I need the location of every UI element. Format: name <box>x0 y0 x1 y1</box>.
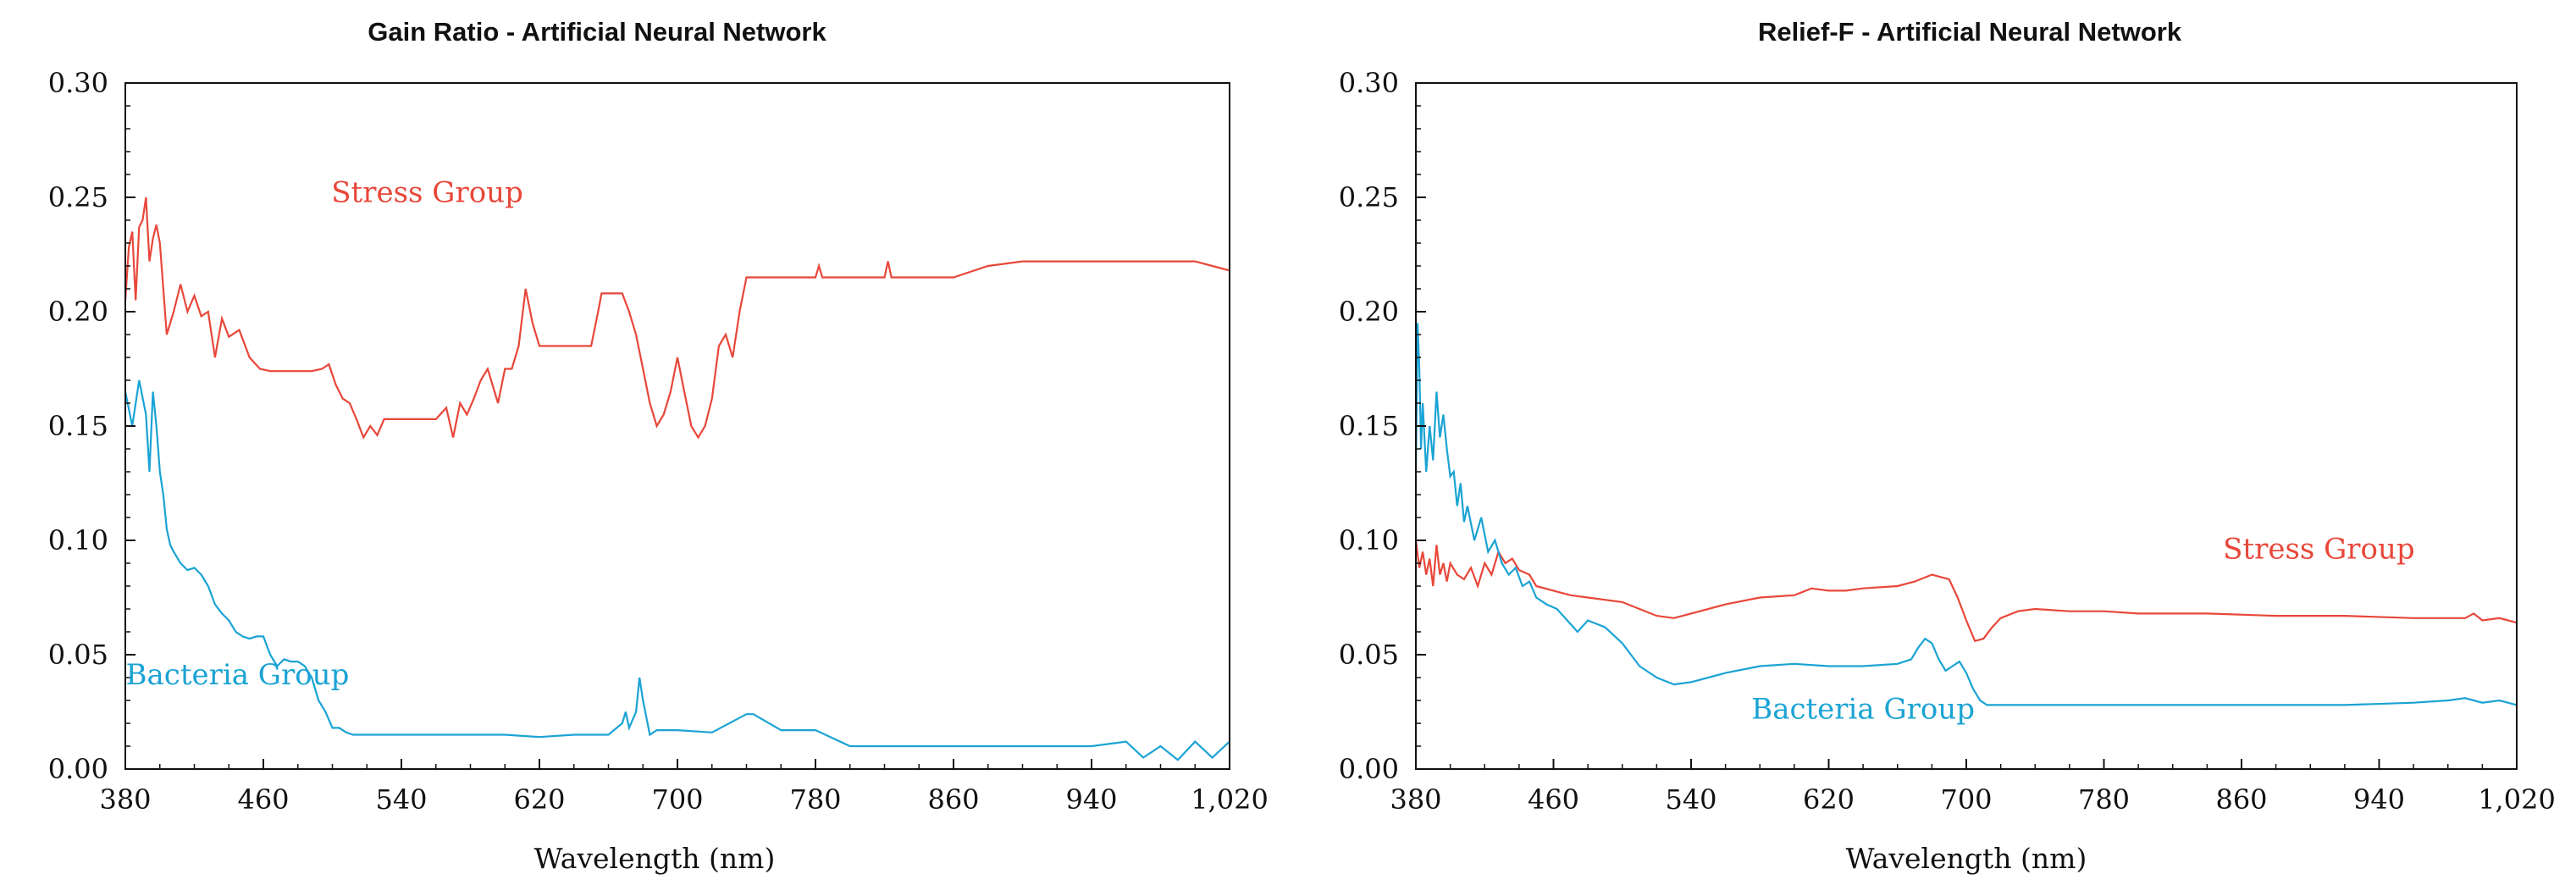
y-tick-label: 0.10 <box>48 524 108 556</box>
x-tick-label: 700 <box>651 783 703 816</box>
x-tick-label: 780 <box>789 783 841 816</box>
y-tick-label: 0.20 <box>48 296 108 328</box>
y-tick-label: 0.25 <box>1339 181 1399 213</box>
y-tick-label: 0.15 <box>48 410 108 442</box>
stress-group-annotation: Stress Group <box>2223 533 2415 567</box>
relief-f-chart: Relief-F - Artificial Neural Network 0.0… <box>1339 17 2556 875</box>
y-tick-label: 0.00 <box>48 753 108 785</box>
x-tick-label: 620 <box>513 783 565 816</box>
x-tick-label: 620 <box>1803 783 1855 816</box>
gain-ratio-chart: Gain Ratio - Artificial Neural Network 0… <box>48 17 1269 875</box>
x-tick-label: 780 <box>2078 783 2130 816</box>
plot-area: 0.00 0.05 0.10 0.15 0.20 0.25 0.30 380 460 540 620… <box>1339 67 2556 816</box>
x-tick-label: 460 <box>1528 783 1579 816</box>
stress-series-line <box>124 196 1230 440</box>
stress-group-annotation: Stress Group <box>331 175 523 209</box>
y-tick-label: 0.15 <box>1339 410 1399 442</box>
y-tick-label: 0.30 <box>48 67 108 99</box>
x-tick-label: 380 <box>1390 783 1441 816</box>
plot-area: 0.00 0.05 0.10 0.15 0.20 0.25 0.30 380 460 540 620… <box>48 67 1269 816</box>
x-axis-label: Wavelength (nm) <box>1846 842 2087 875</box>
y-tick-label: 0.10 <box>1339 524 1399 556</box>
y-tick-label: 0.05 <box>1339 639 1399 671</box>
y-tick-label: 0.20 <box>1339 296 1399 328</box>
x-tick-label: 700 <box>1940 783 1992 816</box>
y-tick-label: 0.30 <box>1339 67 1399 99</box>
chart-title: Relief-F - Artificial Neural Network <box>1758 17 2182 47</box>
x-tick-label: 860 <box>927 783 979 816</box>
x-tick-label: 860 <box>2215 783 2267 816</box>
x-tick-label: 940 <box>1065 783 1117 816</box>
x-tick-label: 1,020 <box>1191 783 1269 816</box>
y-tick-label: 0.25 <box>48 181 108 213</box>
x-tick-label: 540 <box>375 783 427 816</box>
y-tick-label: 0.00 <box>1339 753 1399 785</box>
x-tick-label: 1,020 <box>2478 783 2556 816</box>
chart-title: Gain Ratio - Artificial Neural Network <box>368 17 826 47</box>
x-axis-label: Wavelength (nm) <box>534 842 776 875</box>
bacteria-group-annotation: Bacteria Group <box>126 658 350 692</box>
bacteria-series-line <box>124 379 1230 761</box>
bacteria-group-annotation: Bacteria Group <box>1751 693 1975 727</box>
bacteria-series-line <box>1414 323 2518 706</box>
x-tick-label: 540 <box>1665 783 1716 816</box>
x-tick-label: 460 <box>237 783 289 816</box>
stress-series-line <box>1414 540 2518 643</box>
y-tick-label: 0.05 <box>48 639 108 671</box>
x-tick-label: 940 <box>2353 783 2405 816</box>
x-tick-label: 380 <box>99 783 151 816</box>
